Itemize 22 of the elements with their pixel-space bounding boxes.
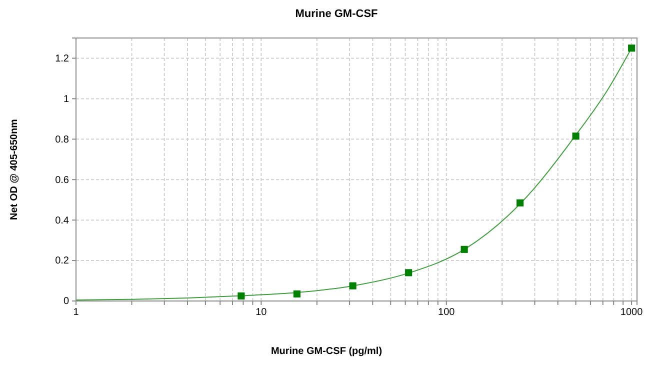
x-tick-label: 1 <box>73 307 80 318</box>
point <box>516 199 524 206</box>
point <box>572 132 580 140</box>
y-tick-label: 0.4 <box>55 215 70 226</box>
y-tick-label: 0.6 <box>55 174 70 186</box>
y-tick-label: 1 <box>63 94 70 105</box>
x-tick-label: 100 <box>438 307 456 318</box>
y-tick-label: 0 <box>63 296 70 308</box>
x-tick-label: 1000 <box>620 307 644 318</box>
point <box>238 292 245 300</box>
point <box>293 290 300 298</box>
point <box>405 269 412 276</box>
point <box>460 246 468 253</box>
chart-title: Murine GM-CSF <box>295 8 378 20</box>
y-tick-label: 0.2 <box>55 256 70 267</box>
point <box>628 44 636 52</box>
y-axis-title: Net OD @ 405-650nm <box>9 118 20 220</box>
y-tick-label: 0.8 <box>55 134 70 146</box>
x-tick-label: 10 <box>256 307 268 318</box>
x-axis-title: Murine GM-CSF (pg/ml) <box>270 346 382 357</box>
point <box>349 282 356 290</box>
y-tick-label: 1.2 <box>55 53 70 64</box>
